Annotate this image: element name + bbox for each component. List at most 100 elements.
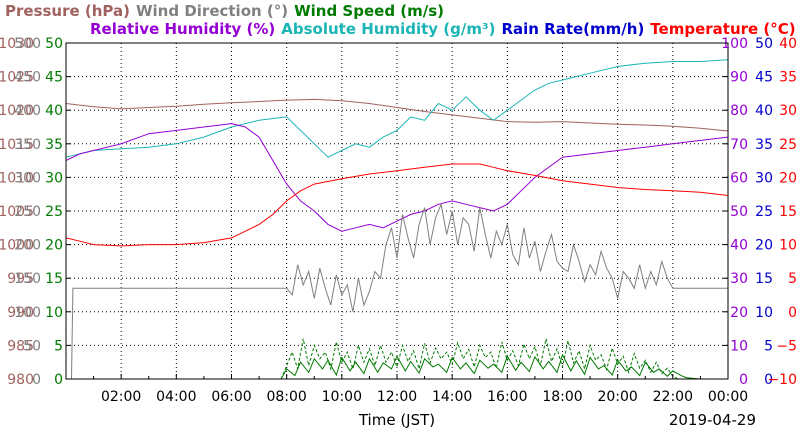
rain-tick-label: 15: [755, 271, 773, 287]
pressure-tick-label: 1010: [0, 170, 34, 186]
temperature-tick-label: 20: [779, 170, 797, 186]
wind-speed-tick-label: 45: [45, 70, 63, 86]
x-axis: 02:00 04:00 06:00 08:00 10:00 12:00 14:00 16:00…: [93, 374, 748, 405]
wind-speed-tick-label: 10: [45, 305, 63, 321]
x-tick-label: 18:00: [542, 389, 582, 405]
grid: [66, 43, 728, 379]
x-tick-label: 00:00: [708, 389, 748, 405]
humidity-tick-label: 80: [730, 103, 748, 119]
temperature-tick-label: 25: [779, 137, 797, 153]
chart-title: Pressure (hPa) Wind Direction (°) Wind Spe…: [5, 2, 800, 38]
x-tick-label: 16:00: [487, 389, 527, 405]
humidity-tick-label: 0: [739, 372, 748, 388]
x-tick-label: 20:00: [597, 389, 637, 405]
x-tick-label: 12:00: [377, 389, 417, 405]
temperature-tick-label: 30: [779, 103, 797, 119]
series-temperature-c: [65, 163, 729, 247]
wind-dir-tick-label: 450: [14, 70, 41, 86]
pressure-tick-label: 1005: [0, 204, 34, 220]
wind-dir-tick-label: 0: [32, 372, 41, 388]
temperature-tick-label: 40: [779, 36, 797, 52]
rain-tick-label: 20: [755, 238, 773, 254]
left-axes: 9809859909951000100510101015102010251030…: [0, 36, 71, 388]
rain-tick-label: 5: [764, 338, 773, 354]
wind-speed-tick-label: 35: [45, 137, 63, 153]
wind-speed-tick-label: 30: [45, 170, 63, 186]
wind-speed-tick-label: 5: [54, 338, 63, 354]
wind-dir-tick-label: 100: [14, 305, 41, 321]
wind-dir-tick-label: 250: [14, 204, 41, 220]
wind-dir-tick-label: 350: [14, 137, 41, 153]
x-tick-label: 22:00: [653, 389, 693, 405]
wind-speed-tick-label: 50: [45, 36, 63, 52]
pressure-tick-label: 1025: [0, 70, 34, 86]
pressure-tick-label: 990: [7, 305, 34, 321]
pressure-tick-label: 995: [7, 271, 34, 287]
humidity-tick-label: 60: [730, 170, 748, 186]
humidity-tick-label: 10: [730, 338, 748, 354]
temperature-tick-label: −10: [767, 372, 797, 388]
legend-title-1-2: Rain Rate(mm/h): [501, 20, 644, 38]
wind-speed-tick-label: 0: [54, 372, 63, 388]
temperature-tick-label: 0: [788, 305, 797, 321]
x-tick-label: 14:00: [432, 389, 472, 405]
title-row-1: Pressure (hPa) Wind Direction (°) Wind Spe…: [5, 2, 444, 20]
rain-tick-label: 35: [755, 137, 773, 153]
wind-dir-tick-label: 150: [14, 271, 41, 287]
right-axes: 0102030405060708090100051015202530354045…: [721, 36, 797, 388]
x-axis-label: Time (JST): [358, 411, 435, 429]
rain-tick-label: 0: [764, 372, 773, 388]
wind-speed-tick-label: 15: [45, 271, 63, 287]
temperature-tick-label: 15: [779, 204, 797, 220]
x-tick-label: 04:00: [156, 389, 196, 405]
series-layer: [65, 59, 729, 380]
humidity-tick-label: 30: [730, 271, 748, 287]
pressure-tick-label: 980: [7, 372, 34, 388]
rain-tick-label: 25: [755, 204, 773, 220]
legend-title-1-1: Absolute Humidity (g/m³): [281, 20, 495, 38]
rain-tick-label: 10: [755, 305, 773, 321]
title-row-2: Relative Humidity (%) Absolute Humidity (…: [90, 20, 800, 38]
rain-tick-label: 30: [755, 170, 773, 186]
pressure-tick-label: 1030: [0, 36, 34, 52]
pressure-tick-label: 1000: [0, 238, 34, 254]
legend-title-0-2: Wind Speed (m/s): [294, 2, 444, 20]
rain-tick-label: 45: [755, 70, 773, 86]
x-tick-label: 10:00: [322, 389, 362, 405]
humidity-tick-label: 70: [730, 137, 748, 153]
rain-tick-label: 40: [755, 103, 773, 119]
wind-speed-tick-label: 20: [45, 238, 63, 254]
series-pressure-hpa: [65, 98, 729, 132]
series-absolute-humidity-g-m: [65, 59, 729, 158]
wind-dir-tick-label: 200: [14, 238, 41, 254]
temperature-tick-label: 5: [788, 271, 797, 287]
legend-title-0-0: Pressure (hPa): [5, 2, 130, 20]
series-relative-humidity: [65, 123, 729, 232]
humidity-tick-label: 50: [730, 204, 748, 220]
wind-dir-tick-label: 50: [23, 338, 41, 354]
wind-speed-tick-label: 40: [45, 103, 63, 119]
legend-title-0-1: Wind Direction (°): [136, 2, 288, 20]
series-wind-speed-max: [280, 338, 679, 380]
legend-title-1-0: Relative Humidity (%): [90, 20, 275, 38]
humidity-tick-label: 100: [721, 36, 748, 52]
temperature-tick-label: 10: [779, 238, 797, 254]
wind-dir-tick-label: 400: [14, 103, 41, 119]
humidity-tick-label: 20: [730, 305, 748, 321]
wind-speed-tick-label: 25: [45, 204, 63, 220]
date-label: 2019-04-29: [669, 411, 756, 429]
x-tick-label: 08:00: [266, 389, 306, 405]
x-tick-label: 06:00: [211, 389, 251, 405]
pressure-tick-label: 1020: [0, 103, 34, 119]
humidity-tick-label: 90: [730, 70, 748, 86]
pressure-tick-label: 1015: [0, 137, 34, 153]
pressure-tick-label: 985: [7, 338, 34, 354]
wind-dir-tick-label: 300: [14, 170, 41, 186]
temperature-tick-label: 35: [779, 70, 797, 86]
rain-tick-label: 50: [755, 36, 773, 52]
series-wind-speed-m-s: [66, 353, 728, 380]
x-tick-label: 02:00: [101, 389, 141, 405]
wind-dir-tick-label: 500: [14, 36, 41, 52]
legend-title-1-3: Temperature (°C): [650, 20, 795, 38]
